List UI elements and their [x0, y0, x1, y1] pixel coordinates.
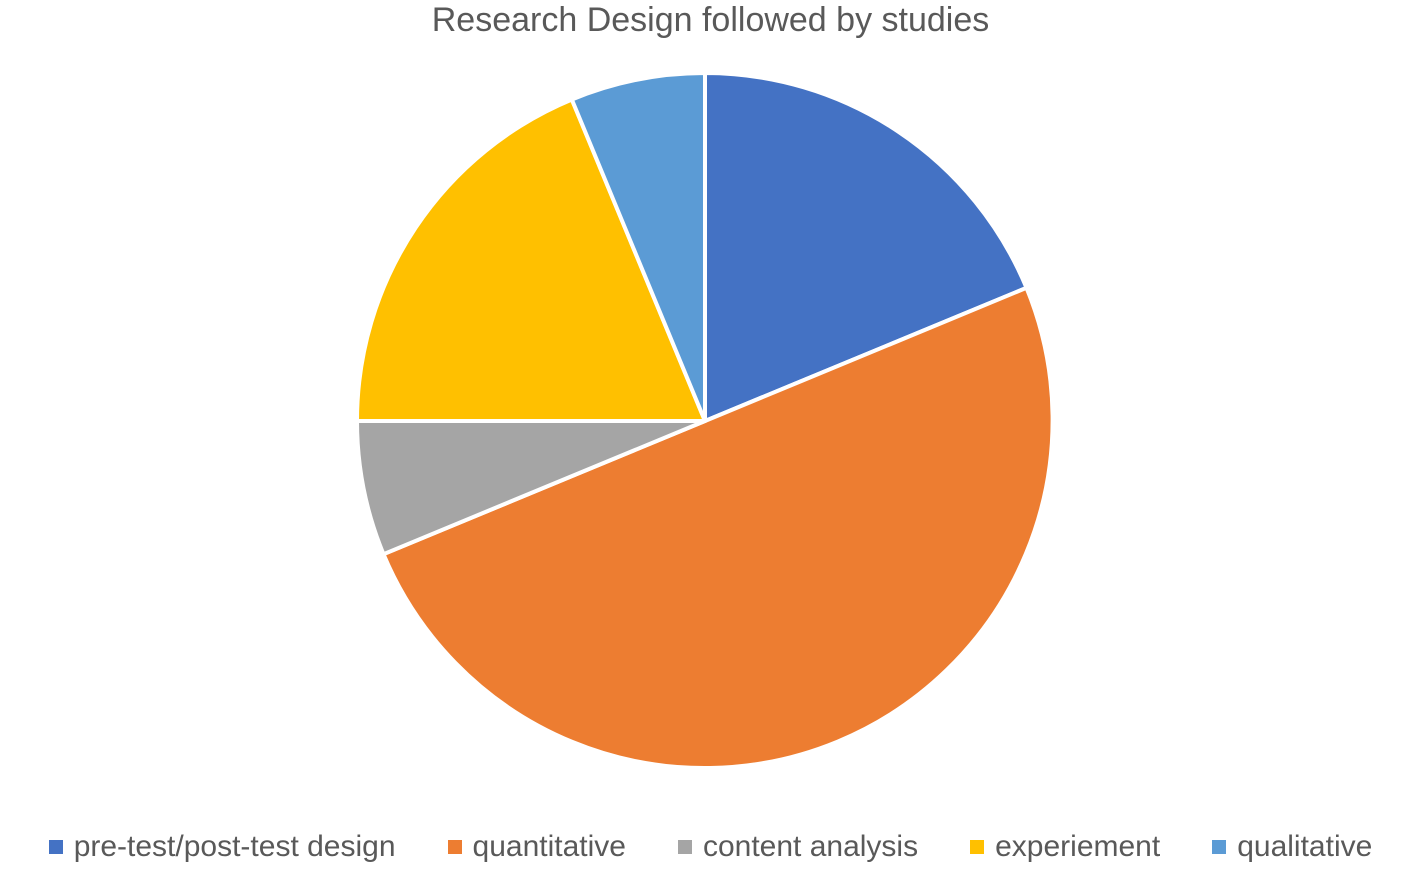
legend-item: experiement	[970, 830, 1160, 864]
pie-slice-quantitative	[381, 285, 1055, 770]
legend-item: qualitative	[1212, 830, 1372, 864]
chart-title: Research Design followed by studies	[431, 1, 990, 39]
legend-swatch	[1212, 840, 1227, 854]
pie-slice-qualitative	[569, 71, 707, 423]
legend-label: qualitative	[1237, 830, 1373, 863]
legend-label: pre-test/post-test design	[73, 830, 396, 863]
legend-swatch	[970, 840, 985, 854]
legend-item: content analysis	[677, 830, 919, 864]
pie-slice-experiement	[355, 97, 707, 423]
legend: pre-test/post-test design quantitative con…	[0, 826, 1421, 868]
pie-chart	[355, 71, 1055, 770]
legend-swatch	[677, 840, 692, 854]
legend-swatch	[48, 840, 63, 854]
legend-label: quantitative	[472, 830, 626, 863]
pie-slice-content-analysis	[355, 419, 707, 557]
pie-slice-pre-test-post-test-design	[703, 71, 1029, 423]
legend-label: experiement	[995, 830, 1161, 863]
legend-swatch	[447, 840, 462, 854]
legend-label: content analysis	[702, 830, 919, 863]
legend-item: pre-test/post-test design	[48, 830, 396, 864]
legend-item: quantitative	[447, 830, 626, 864]
pie-slices	[355, 71, 1055, 770]
